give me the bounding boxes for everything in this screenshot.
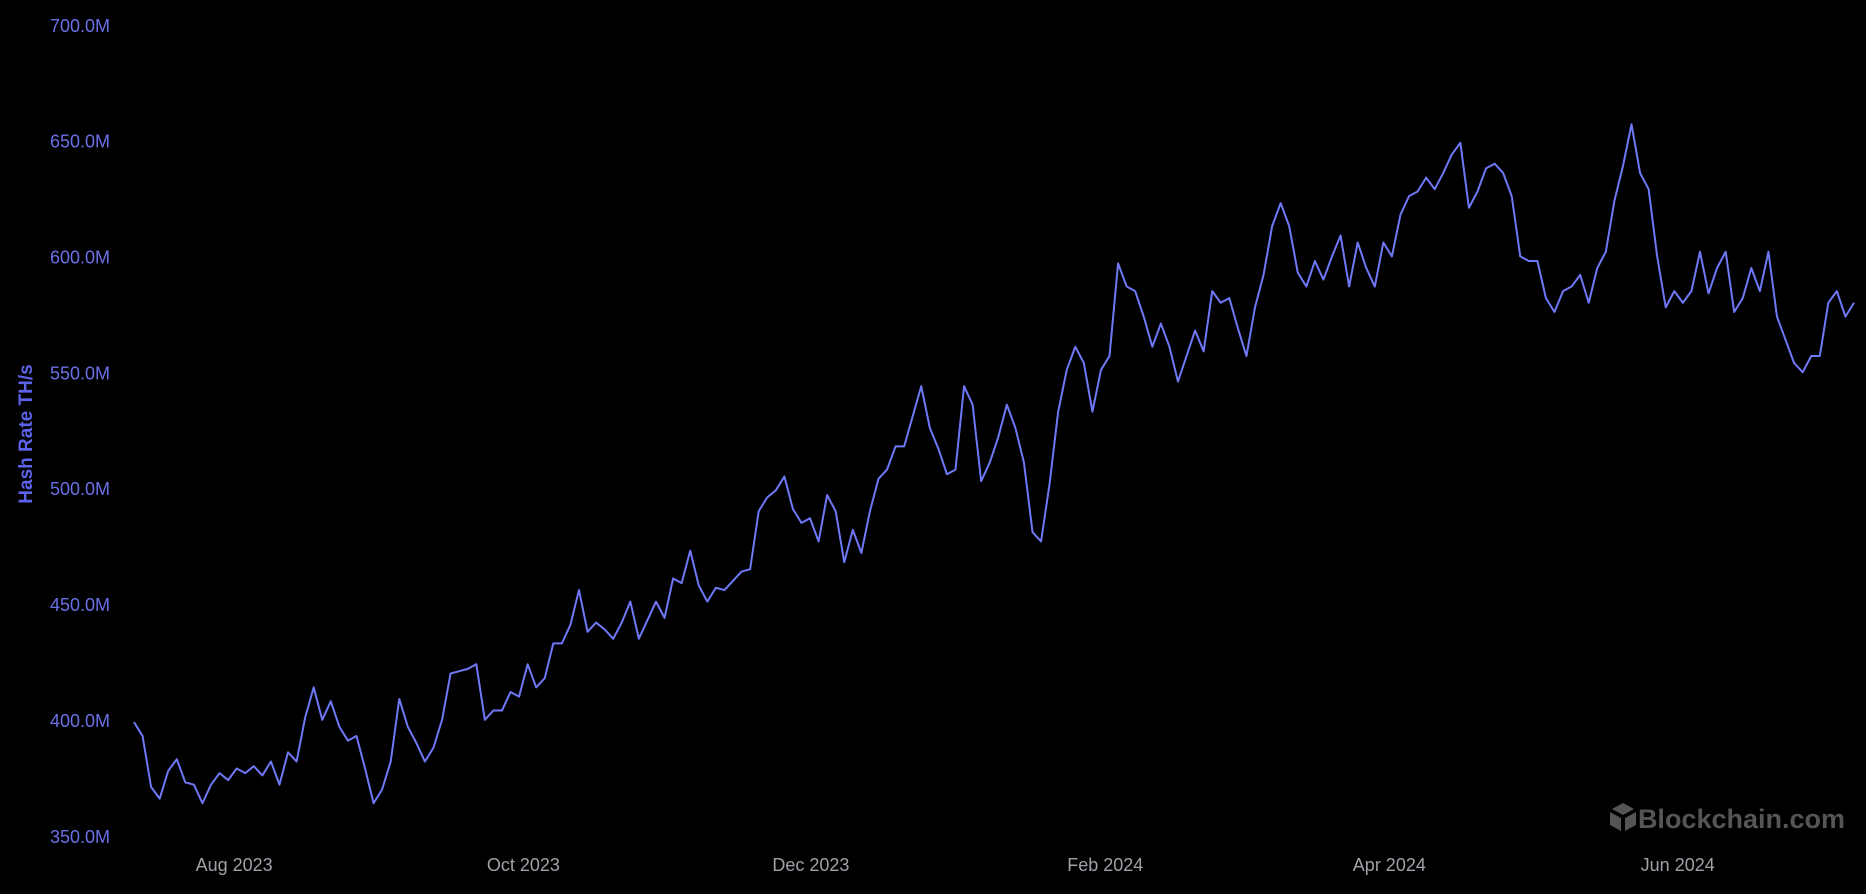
data-line	[133, 123, 1855, 805]
y-tick-label: 450.0M	[50, 595, 110, 615]
x-tick-label: Feb 2024	[1067, 855, 1143, 875]
x-tick-label: Apr 2024	[1353, 855, 1426, 875]
y-tick-label: 700.0M	[50, 16, 110, 36]
y-tick-label: 500.0M	[50, 479, 110, 499]
y-tick-label: 650.0M	[50, 132, 110, 152]
x-tick-label: Jun 2024	[1641, 855, 1715, 875]
y-axis-label: Hash Rate TH/s	[16, 364, 37, 503]
x-tick-label: Oct 2023	[487, 855, 560, 875]
x-tick-label: Dec 2023	[772, 855, 849, 875]
y-tick-label: 600.0M	[50, 247, 110, 267]
watermark: Blockchain.com	[1638, 804, 1845, 834]
y-tick-label: 550.0M	[50, 363, 110, 383]
watermark-icon	[1610, 803, 1636, 831]
y-tick-label: 350.0M	[50, 827, 110, 847]
y-tick-label: 400.0M	[50, 711, 110, 731]
x-tick-label: Aug 2023	[196, 855, 273, 875]
